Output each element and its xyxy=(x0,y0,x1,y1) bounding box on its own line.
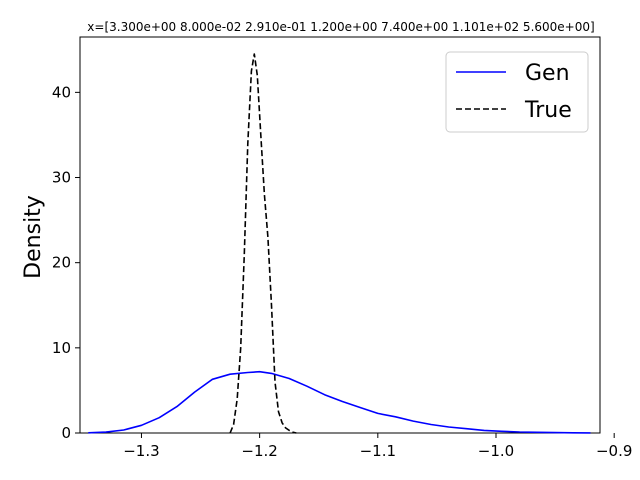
y-tick-label: 0 xyxy=(61,424,71,442)
plot-frame xyxy=(79,36,601,434)
series-line-gen xyxy=(88,370,591,434)
x-tick-label: −1.2 xyxy=(241,442,277,460)
x-tick-label: −1.0 xyxy=(478,442,514,460)
x-tick-label: −0.9 xyxy=(596,442,632,460)
x-tick-label: −1.3 xyxy=(123,442,159,460)
chart-title: x=[3.300e+00 8.000e-02 2.910e-01 1.200e+… xyxy=(87,20,594,34)
y-tick-label: 40 xyxy=(52,83,71,101)
y-tick-label: 30 xyxy=(52,169,71,187)
x-tick-label: −1.1 xyxy=(360,442,396,460)
series-line-true xyxy=(229,53,297,434)
legend-label-gen: Gen xyxy=(525,61,570,86)
plot-area: −1.3 −1.2 −1.1 −1.0 −0.9 0 10 20 30 40 Gen True xyxy=(52,36,632,460)
y-tick-label: 20 xyxy=(52,254,71,272)
y-tick-label: 10 xyxy=(52,339,71,357)
y-axis-label: Density xyxy=(21,195,46,279)
legend-label-true: True xyxy=(524,98,572,123)
